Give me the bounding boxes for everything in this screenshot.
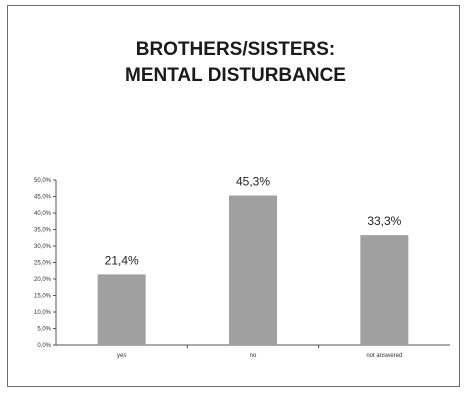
data-label: 33,3% [367,214,401,228]
y-tick-label: 25,0% [34,261,52,267]
y-tick-label: 20,0% [34,277,52,283]
y-tick-label: 30,0% [34,244,52,250]
y-tick-label: 35,0% [34,228,52,234]
bar [97,274,146,345]
y-tick-label: 0,0% [37,343,51,349]
y-tick-label: 15,0% [34,294,52,300]
data-label: 45,3% [236,175,270,189]
category-label: no [250,353,257,359]
bar [229,195,277,345]
chart-title-line-2: MENTAL DISTURBANCE [125,65,346,86]
data-label: 21,4% [105,253,139,267]
chart-title: BROTHERS/SISTERS: MENTAL DISTURBANCE [0,37,471,89]
category-label: not answered [366,353,402,359]
y-tick-label: 10,0% [34,310,52,316]
y-tick-label: 5,0% [37,327,51,333]
bar [360,235,409,345]
category-label: yes [117,353,126,359]
y-tick-label: 45,0% [34,195,52,201]
y-tick-label: 50,0% [34,178,52,184]
y-tick-label: 40,0% [34,211,52,217]
chart-title-line-1: BROTHERS/SISTERS: [135,39,336,60]
